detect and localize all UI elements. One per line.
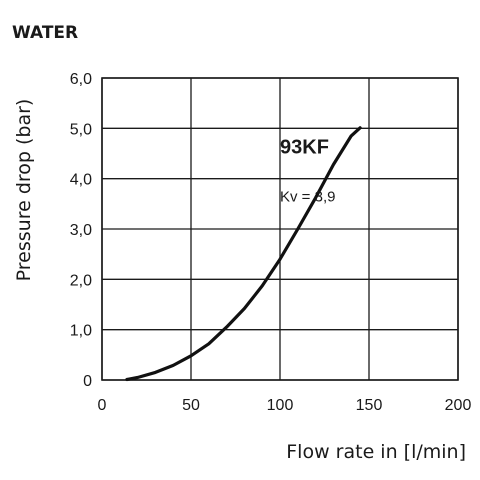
y-axis-ticks: 0 1,0 2,0 3,0 4,0 5,0 6,0: [70, 71, 92, 390]
y-axis-label: Pressure drop (bar): [13, 99, 35, 282]
kv-annotation: Kv = 3,9: [280, 188, 335, 205]
plot-frame: [101, 77, 459, 381]
series-line: [125, 126, 362, 382]
chart-annotations: 93KF Kv = 3,9: [280, 137, 335, 206]
x-axis-label: Flow rate in [l/min]: [286, 441, 466, 463]
chart-grid: [101, 77, 459, 381]
y-tick-label: 3,0: [70, 222, 92, 239]
x-tick-label: 0: [98, 397, 107, 414]
x-tick-label: 100: [267, 397, 294, 414]
y-tick-label: 4,0: [70, 172, 92, 189]
x-tick-label: 50: [182, 397, 200, 414]
y-tick-label: 6,0: [70, 71, 92, 88]
model-annotation: 93KF: [280, 137, 329, 159]
y-tick-label: 0: [83, 373, 92, 390]
y-tick-label: 5,0: [70, 121, 92, 138]
x-tick-label: 200: [445, 397, 472, 414]
y-tick-label: 2,0: [70, 272, 92, 289]
x-axis-ticks: 0 50 100 150 200: [98, 397, 472, 414]
x-tick-label: 150: [356, 397, 383, 414]
chart-heading: WATER: [12, 23, 78, 43]
y-tick-label: 1,0: [70, 323, 92, 340]
